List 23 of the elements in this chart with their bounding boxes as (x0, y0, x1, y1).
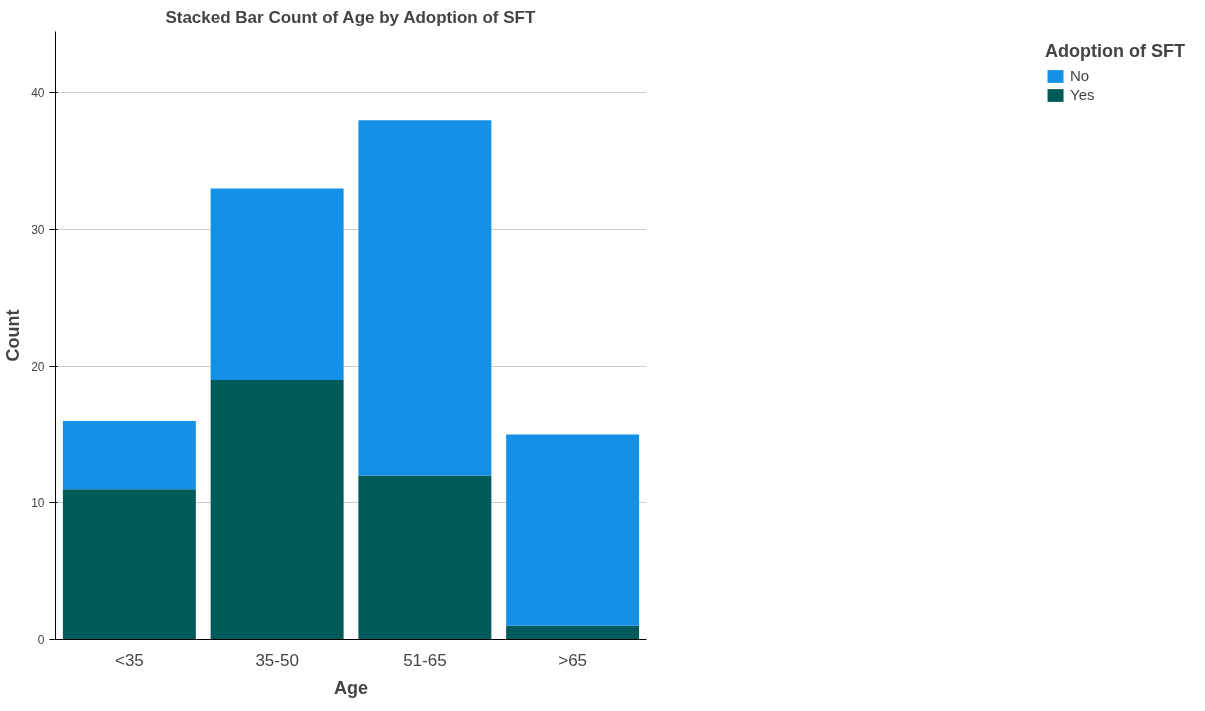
legend-label: Yes (1070, 86, 1095, 103)
x-axis-title: Age (334, 677, 369, 698)
y-tick-label: 30 (31, 223, 45, 238)
bar (210, 379, 344, 640)
bar (210, 188, 344, 380)
y-tick-label: 0 (37, 633, 45, 647)
bar (358, 475, 492, 640)
y-axis-title: Count (3, 309, 24, 362)
x-tick-label: 35-50 (255, 650, 299, 670)
y-tick-label: 40 (31, 86, 45, 101)
bar (506, 625, 640, 640)
y-tick-label: 20 (31, 359, 45, 374)
chart-title: Stacked Bar Count of Age by Adoption of SFT (165, 7, 536, 27)
x-tick-label: <35 (114, 650, 144, 670)
bar (358, 120, 492, 476)
legend-title: Adoption of SFT (1045, 41, 1185, 62)
y-tick-label: 10 (31, 496, 45, 511)
bar (506, 434, 640, 626)
x-tick-label: 51-65 (403, 650, 447, 670)
x-tick-label: >65 (558, 650, 588, 670)
bar (62, 420, 196, 490)
legend-label: No (1070, 67, 1091, 84)
bar (62, 489, 196, 640)
